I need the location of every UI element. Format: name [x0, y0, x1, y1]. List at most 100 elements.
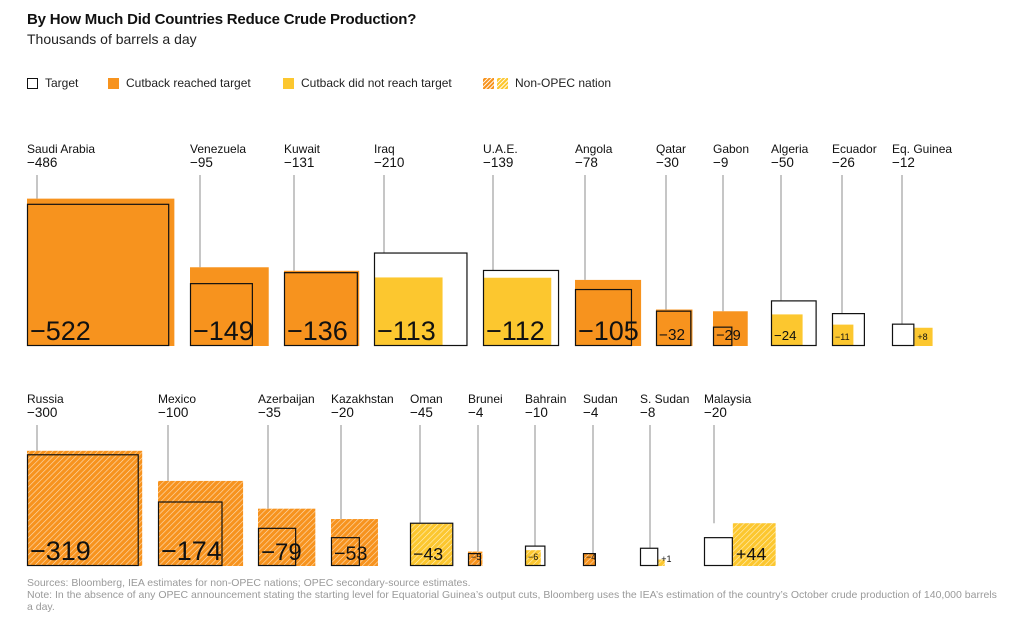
mexico-target-square: [157, 501, 223, 567]
s-sudan-target-value: −8: [640, 405, 655, 420]
oman-actual-value: −43: [413, 544, 443, 564]
bahrain-actual-square: [525, 550, 541, 566]
mexico-target-value: −100: [158, 405, 188, 420]
gabon-target-value: −9: [713, 155, 728, 170]
eq-guinea-target-square: [891, 323, 915, 347]
iraq-target-value: −210: [374, 155, 404, 170]
malaysia-target-square: [703, 537, 733, 567]
gabon-actual-square: [713, 311, 748, 346]
angola-actual-value: −105: [578, 316, 639, 346]
sudan-target-value: −4: [583, 405, 599, 420]
venezuela-target-value: −95: [190, 155, 213, 170]
russia-target-square: [26, 454, 139, 567]
oman-actual-square: [410, 523, 453, 566]
kuwait-target-value: −131: [284, 155, 314, 170]
saudi-arabia-actual-square: [27, 198, 175, 346]
non-opec-swatch-yellow: [497, 77, 508, 89]
russia-name: Russia: [27, 392, 64, 406]
mexico-name: Mexico: [158, 392, 196, 406]
mexico-actual-square: [158, 480, 244, 566]
russia-actual-value: −319: [30, 536, 91, 566]
malaysia-name: Malaysia: [704, 392, 752, 406]
sudan-actual-value: −4: [586, 552, 596, 562]
gabon-name: Gabon: [713, 142, 749, 156]
saudi-arabia-actual-value: −522: [30, 316, 91, 346]
russia-target-value: −300: [27, 405, 57, 420]
venezuela-target-square: [189, 283, 253, 347]
chart-title: By How Much Did Countries Reduce Crude P…: [27, 11, 417, 28]
gabon-actual-value: −29: [716, 328, 741, 344]
u-a-e-target-value: −139: [483, 155, 513, 170]
s-sudan-actual-value: +1: [661, 554, 671, 564]
bahrain-target-square: [524, 545, 546, 567]
eq-guinea-name: Eq. Guinea: [892, 142, 952, 156]
mexico-actual-value: −174: [161, 536, 222, 566]
sudan-name: Sudan: [583, 392, 618, 406]
kazakhstan-name: Kazakhstan: [331, 392, 394, 406]
azerbaijan-target-square: [257, 527, 297, 567]
brunei-target-value: −4: [468, 405, 484, 420]
qatar-name: Qatar: [656, 142, 686, 156]
angola-name: Angola: [575, 142, 613, 156]
iraq-actual-value: −113: [377, 316, 436, 346]
azerbaijan-name: Azerbaijan: [258, 392, 315, 406]
brunei-actual-value: −5: [471, 552, 481, 562]
kazakhstan-actual-square: [331, 519, 378, 566]
kazakhstan-target-value: −20: [331, 405, 354, 420]
algeria-name: Algeria: [771, 142, 809, 156]
reached-swatch: [108, 77, 119, 89]
azerbaijan-actual-value: −79: [261, 539, 302, 566]
legend-item-reached: Cutback reached target: [108, 76, 251, 90]
algeria-actual-value: −24: [774, 328, 797, 343]
qatar-actual-square: [656, 309, 693, 346]
ecuador-name: Ecuador: [832, 142, 877, 156]
angola-actual-square: [575, 279, 642, 346]
venezuela-actual-value: −149: [193, 316, 254, 346]
s-sudan-name: S. Sudan: [640, 392, 689, 406]
angola-target-square: [574, 288, 633, 347]
legend-label-reached: Cutback reached target: [126, 76, 251, 90]
saudi-arabia-target-square: [26, 203, 170, 347]
u-a-e-name: U.A.E.: [483, 142, 518, 156]
chart-subtitle: Thousands of barrels a day: [27, 31, 197, 47]
algeria-actual-square: [771, 314, 803, 346]
angola-target-value: −78: [575, 155, 598, 170]
u-a-e-actual-value: −112: [486, 316, 545, 346]
brunei-name: Brunei: [468, 392, 503, 406]
brunei-target-square: [467, 552, 481, 567]
legend-label-non-opec: Non-OPEC nation: [515, 76, 612, 90]
algeria-target-value: −50: [771, 155, 794, 170]
malaysia-target-value: −20: [704, 405, 727, 420]
ecuador-target-value: −26: [832, 155, 855, 170]
bahrain-name: Bahrain: [525, 392, 566, 406]
venezuela-name: Venezuela: [190, 142, 246, 156]
eq-guinea-target-value: −12: [892, 155, 915, 170]
qatar-target-value: −30: [656, 155, 679, 170]
kuwait-actual-value: −136: [287, 316, 348, 346]
legend-item-non-opec: Non-OPEC nation: [483, 76, 611, 90]
note-text: Note: In the absence of any OPEC announc…: [27, 589, 997, 613]
legend-item-not-reached: Cutback did not reach target: [283, 76, 452, 90]
malaysia-actual-value: +44: [736, 544, 766, 564]
not-reached-swatch: [283, 77, 294, 89]
iraq-actual-square: [374, 277, 443, 346]
oman-name: Oman: [410, 392, 443, 406]
eq-guinea-actual-value: +8: [917, 332, 927, 342]
s-sudan-target-square: [639, 547, 659, 567]
ecuador-actual-square: [832, 324, 854, 346]
brunei-actual-square: [468, 551, 483, 566]
qatar-actual-value: −32: [659, 327, 685, 344]
non-opec-swatch-orange: [483, 77, 494, 89]
oman-target-square: [409, 522, 454, 567]
kuwait-target-square: [283, 272, 358, 347]
azerbaijan-actual-square: [258, 508, 316, 566]
iraq-target-square: [373, 252, 468, 347]
bahrain-actual-value: −6: [528, 552, 538, 562]
ecuador-actual-value: −11: [835, 332, 850, 342]
u-a-e-target-square: [482, 269, 560, 347]
target-swatch: [27, 77, 38, 89]
azerbaijan-target-value: −35: [258, 405, 281, 420]
oman-target-value: −45: [410, 405, 433, 420]
sudan-target-square: [582, 552, 596, 567]
